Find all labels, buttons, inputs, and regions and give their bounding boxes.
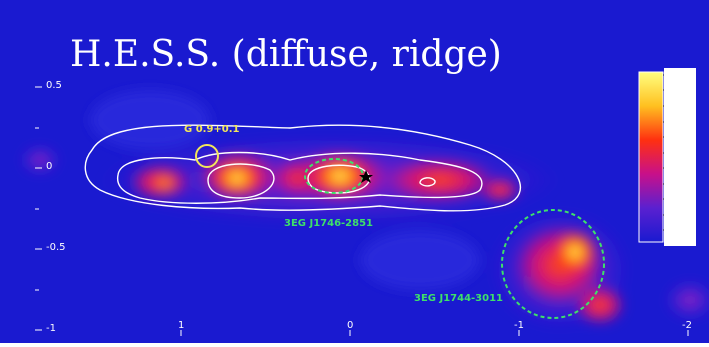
- snr-marker-circle: [195, 144, 219, 168]
- x-tick-label: -2: [682, 320, 692, 331]
- egret-label-1: 3EG J1746-2851: [284, 218, 374, 229]
- colorbar-label: 340: [667, 147, 688, 160]
- colorbar-label: 320: [667, 162, 688, 175]
- colorbar-label: 360: [667, 131, 688, 144]
- sgr-a-star-icon: [359, 170, 373, 183]
- x-tick-label: 1: [178, 320, 185, 331]
- map-title: H.E.S.S. (diffuse, ridge): [70, 34, 502, 75]
- y-tick-label: -1: [46, 323, 56, 334]
- colorbar-label: 240: [667, 224, 688, 237]
- inner-contour-right: [419, 177, 436, 187]
- colorbar-label: 420: [667, 84, 688, 97]
- colorbar: [638, 71, 664, 243]
- axis-ticks: [35, 86, 689, 336]
- outer-contour: [84, 124, 522, 212]
- middle-contour: [116, 151, 483, 204]
- colorbar-label: 260: [667, 209, 688, 222]
- inner-contour-left: [207, 163, 275, 199]
- colorbar-label: 440: [667, 69, 688, 82]
- x-tick-label: -1: [514, 320, 524, 331]
- y-tick-label: 0: [46, 161, 53, 172]
- colorbar-label: 400: [667, 100, 688, 113]
- colorbar-label-panel: [664, 68, 696, 246]
- colorbar-label: 300: [667, 178, 688, 191]
- x-tick-label: 0: [347, 320, 354, 331]
- egret-label-2: 3EG J1744-3011: [414, 293, 504, 304]
- colorbar-label: 280: [667, 193, 688, 206]
- y-tick-label: -0.5: [46, 242, 66, 253]
- colorbar-label: 380: [667, 116, 688, 129]
- y-tick-label: 0.5: [46, 80, 62, 91]
- egret-ellipse-2: [501, 209, 605, 319]
- snr-label: G 0.9+0.1: [184, 124, 240, 135]
